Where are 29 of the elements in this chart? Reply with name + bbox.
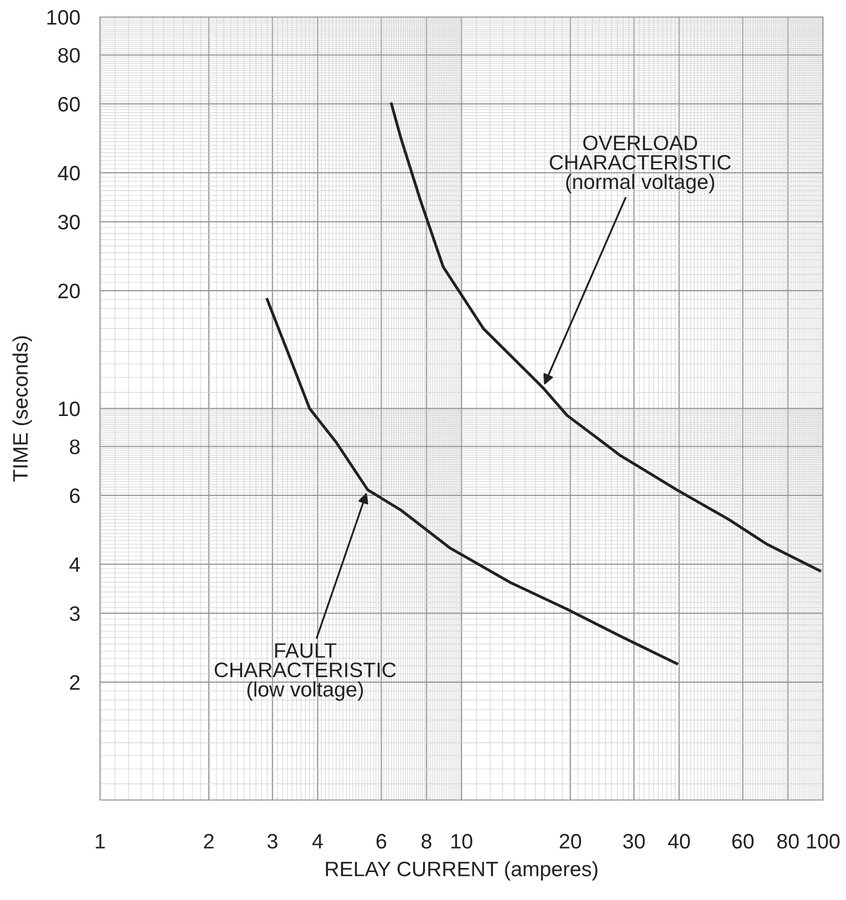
x-tick-label: 80 [777,834,799,849]
y-tick-label: 30 [58,214,80,230]
x-tick-label: 10 [452,834,472,849]
y-tick-label: 6 [70,488,80,504]
y-tick-label: 3 [70,606,80,621]
x-tick-label: 40 [668,834,690,849]
x-tick-label: 30 [623,834,645,849]
x-tick-label: 4 [312,834,323,848]
y-tick-label: 20 [58,284,80,298]
y-tick-label: 4 [69,558,80,572]
x-tick-label: 6 [376,834,386,849]
x-tick-label: 2 [204,834,214,848]
x-tick-label: 100 [807,834,840,849]
y-tick-label: 40 [58,166,80,181]
x-tick-label: 3 [267,834,278,849]
x-tick-label: 8 [422,834,432,849]
x-axis-title: RELAY CURRENT (amperes) [326,861,598,881]
annotation: OVERLOAD CHARACTERISTIC (normal voltage) [550,136,731,194]
annotation: FAULT CHARACTERISTIC (low voltage) [214,643,396,701]
y-tick-label: 60 [58,96,80,112]
y-tick-label: 100 [47,10,80,25]
y-tick-label: 2 [70,675,80,690]
y-tick-label: 8 [70,439,80,454]
y-tick-label: 10 [58,402,80,416]
x-tick-label: 1 [96,834,105,848]
x-tick-label: 60 [732,834,754,849]
y-axis-title: TIME (seconds) [12,336,32,482]
y-tick-label: 80 [58,48,80,63]
x-tick-label: 20 [560,834,582,849]
